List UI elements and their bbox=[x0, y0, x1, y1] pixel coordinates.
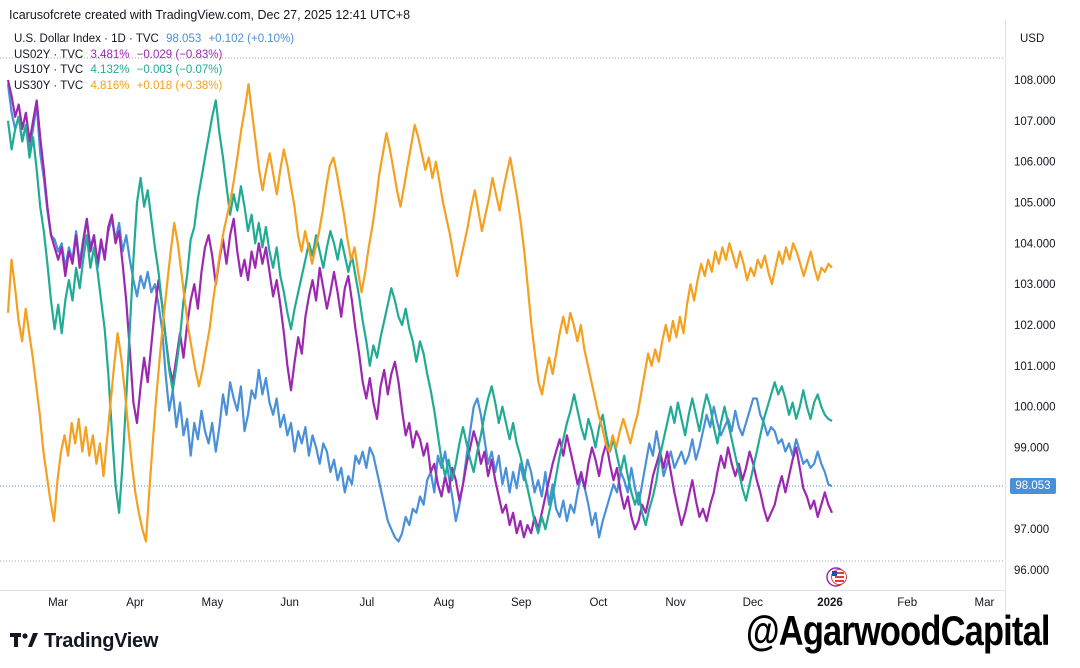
tradingview-logo[interactable]: TradingView bbox=[10, 628, 158, 654]
x-tick-label: Sep bbox=[511, 597, 531, 609]
currency-label[interactable]: USD bbox=[1020, 33, 1045, 45]
legend-row-us30y[interactable]: US30Y · TVC 4.816% +0.018 (+0.38%) bbox=[14, 79, 298, 95]
y-tick-label: 104.000 bbox=[1014, 238, 1056, 250]
y-tick-label: 101.000 bbox=[1014, 361, 1056, 373]
tv-logo-icon bbox=[10, 633, 38, 647]
series-line-1 bbox=[6, 79, 834, 539]
y-tick-label: 99.000 bbox=[1014, 443, 1049, 455]
y-tick-label: 106.000 bbox=[1014, 157, 1056, 169]
x-tick-label: Mar bbox=[974, 597, 994, 609]
legend-name: US10Y · TVC bbox=[14, 64, 84, 76]
x-tick-label: 2026 bbox=[817, 597, 843, 609]
series-layer bbox=[6, 79, 834, 543]
legend-value: 4.132% bbox=[90, 64, 130, 76]
legend: U.S. Dollar Index · 1D · TVC 98.053 +0.1… bbox=[14, 32, 298, 94]
x-axis-ticks: Mar Apr May Jun Jul Aug Sep Oct Nov Dec 2026 Feb Mar bbox=[48, 597, 994, 609]
legend-change: +0.018 (+0.38%) bbox=[136, 79, 223, 92]
x-tick-label: Dec bbox=[743, 597, 764, 609]
x-tick-label: Mar bbox=[48, 597, 68, 609]
legend-name: US02Y · TVC bbox=[14, 48, 84, 61]
legend-row-us02y[interactable]: US02Y · TVC 3.481% −0.029 (−0.83%) bbox=[14, 48, 298, 64]
y-tick-label: 105.000 bbox=[1014, 198, 1056, 210]
legend-change: −0.029 (−0.83%) bbox=[136, 48, 223, 61]
legend-row-dxy[interactable]: U.S. Dollar Index · 1D · TVC 98.053 +0.1… bbox=[14, 32, 298, 48]
x-tick-label: Jul bbox=[359, 597, 374, 609]
x-tick-label: Oct bbox=[589, 597, 608, 609]
legend-name: U.S. Dollar Index · 1D · TVC bbox=[14, 33, 159, 45]
series-line-2 bbox=[6, 99, 833, 535]
flag-icon[interactable] bbox=[826, 567, 847, 587]
y-axis-ticks: 108.000 107.000 106.000 105.000 104.000 103.0… bbox=[1014, 75, 1056, 577]
y-tick-label: 100.000 bbox=[1014, 402, 1056, 414]
legend-change: +0.102 (+0.10%) bbox=[208, 33, 295, 45]
series-line-0 bbox=[6, 83, 833, 543]
y-tick-label: 97.000 bbox=[1014, 524, 1049, 536]
last-price-tag: 98.053 bbox=[1010, 478, 1056, 494]
x-tick-label: Jun bbox=[280, 597, 299, 609]
series-line-3 bbox=[6, 82, 833, 543]
watermark-text: @AgarwoodCapital bbox=[746, 607, 1050, 654]
legend-value: 98.053 bbox=[166, 33, 202, 45]
y-tick-label: 102.000 bbox=[1014, 320, 1056, 332]
tv-logo-text: TradingView bbox=[44, 629, 159, 652]
x-tick-label: Feb bbox=[897, 597, 917, 609]
legend-change: −0.003 (−0.07%) bbox=[136, 64, 223, 76]
x-tick-label: Aug bbox=[434, 597, 454, 609]
x-tick-label: Apr bbox=[126, 597, 144, 609]
legend-value: 3.481% bbox=[90, 48, 130, 61]
legend-name: US30Y · TVC bbox=[14, 79, 84, 92]
x-tick-label: May bbox=[202, 597, 224, 609]
legend-row-us10y[interactable]: US10Y · TVC 4.132% −0.003 (−0.07%) bbox=[14, 63, 298, 79]
y-tick-label: 96.000 bbox=[1014, 565, 1049, 577]
chart-header: Icarusofcrete created with TradingView.c… bbox=[9, 8, 411, 22]
x-tick-label: Nov bbox=[665, 597, 686, 609]
legend-value: 4.816% bbox=[90, 79, 130, 92]
y-tick-label: 108.000 bbox=[1014, 75, 1056, 87]
y-tick-label: 107.000 bbox=[1014, 116, 1056, 128]
y-tick-label: 103.000 bbox=[1014, 279, 1056, 291]
